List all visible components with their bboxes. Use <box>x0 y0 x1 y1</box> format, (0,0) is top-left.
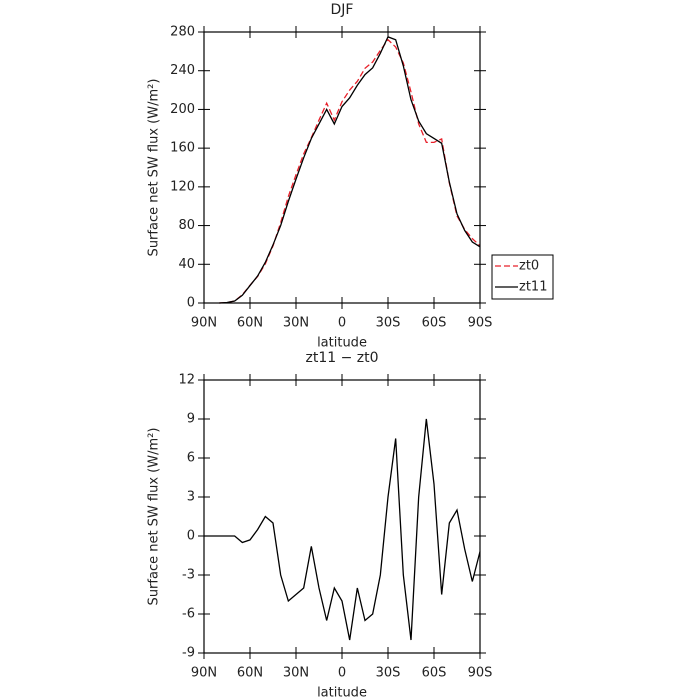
data-line <box>204 418 481 641</box>
y-tick-label: -3 <box>182 568 195 583</box>
y-tick-label: -9 <box>182 646 195 661</box>
legend-box <box>491 254 554 300</box>
x-tick-label: 90N <box>191 666 217 681</box>
x-tick-label: 60N <box>237 316 263 331</box>
x-axis-label: latitude <box>317 686 367 700</box>
x-axis-label: latitude <box>317 336 367 351</box>
panel-title: DJF <box>331 2 354 18</box>
x-tick-label: 90N <box>191 316 217 331</box>
x-tick-label: 30N <box>283 316 309 331</box>
x-tick-label: 60S <box>422 666 447 681</box>
x-tick-label: 30S <box>376 666 401 681</box>
x-tick-label: 60N <box>237 666 263 681</box>
y-tick-label: 0 <box>187 296 195 311</box>
y-tick-label: 280 <box>170 25 195 40</box>
y-tick-label: 6 <box>187 451 195 466</box>
y-tick-label: 12 <box>178 373 195 388</box>
y-tick-label: 240 <box>170 63 195 78</box>
y-tick-label: 80 <box>178 218 195 233</box>
plot-frame <box>203 31 481 304</box>
y-tick-label: 9 <box>187 412 195 427</box>
y-tick-label: 3 <box>187 490 195 505</box>
y-tick-label: -6 <box>182 607 195 622</box>
x-tick-label: 0 <box>338 316 346 331</box>
y-axis-label: Surface net SW flux (W/m²) <box>147 79 162 257</box>
data-line <box>219 38 481 304</box>
y-tick-label: 200 <box>170 102 195 117</box>
x-tick-label: 0 <box>338 666 346 681</box>
y-tick-label: 120 <box>170 179 195 194</box>
panel-title: zt11 − zt0 <box>305 350 378 366</box>
y-tick-label: 0 <box>187 529 195 544</box>
y-tick-label: 40 <box>178 257 195 272</box>
plot-frame <box>203 379 481 654</box>
data-line <box>219 36 481 304</box>
x-tick-label: 90S <box>468 316 493 331</box>
y-tick-label: 160 <box>170 141 195 156</box>
y-axis-label: Surface net SW flux (W/m²) <box>147 428 162 606</box>
x-tick-label: 60S <box>422 316 447 331</box>
x-tick-label: 90S <box>468 666 493 681</box>
legend-label: zt11 <box>519 280 547 295</box>
x-tick-label: 30N <box>283 666 309 681</box>
legend-label: zt0 <box>519 259 539 274</box>
x-tick-label: 30S <box>376 316 401 331</box>
